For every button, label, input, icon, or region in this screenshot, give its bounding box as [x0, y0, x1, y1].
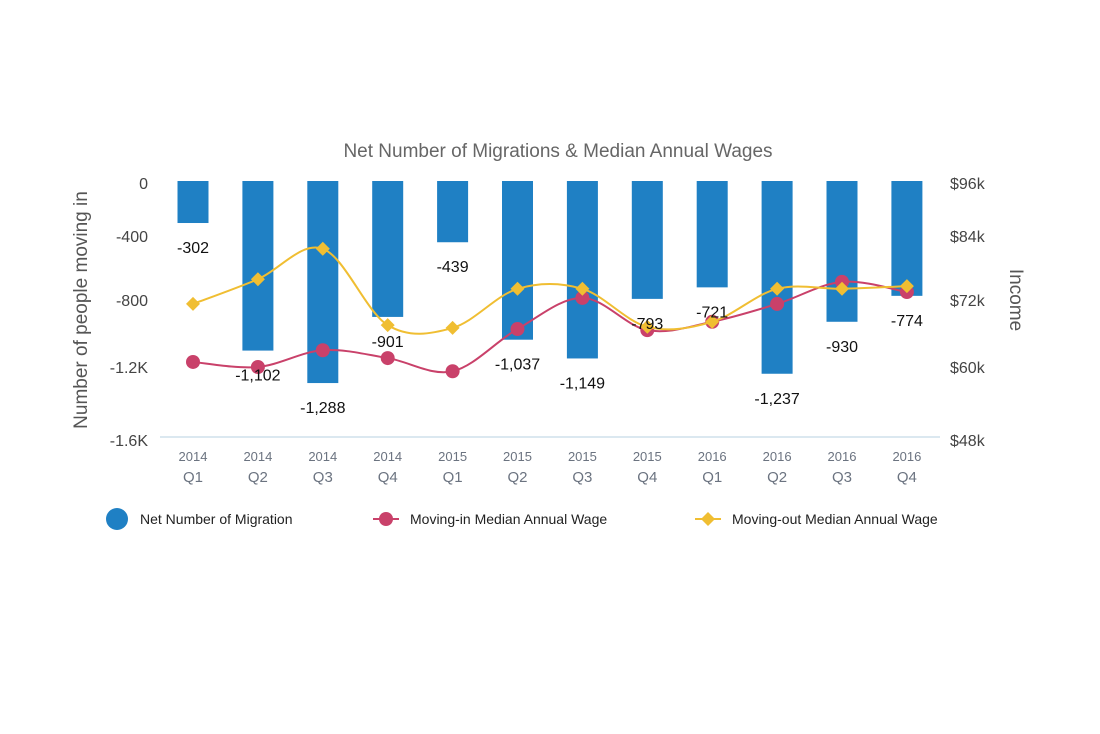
moving-out-line	[192, 246, 907, 335]
moving-in-point[interactable]	[445, 364, 460, 379]
x-tick-quarter: Q2	[767, 469, 787, 486]
x-tick-quarter: Q1	[443, 469, 463, 486]
moving-in-line	[192, 280, 908, 374]
moving-out-point[interactable]	[575, 281, 590, 296]
x-tick-year: 2015	[438, 449, 467, 464]
x-tick-year: 2016	[763, 449, 792, 464]
x-tick-quarter: Q4	[378, 469, 398, 486]
bar[interactable]	[502, 181, 533, 340]
moving-out-point[interactable]	[835, 281, 849, 296]
x-tick-year: 2014	[373, 449, 402, 464]
x-tick-year: 2015	[568, 449, 597, 464]
left-tick-label: 0	[139, 176, 148, 193]
moving-out-point[interactable]	[899, 279, 914, 294]
moving-in-point[interactable]	[380, 351, 395, 366]
bar-data-label: -1,149	[560, 375, 605, 392]
moving-out-point[interactable]	[640, 319, 655, 334]
bar[interactable]	[177, 181, 209, 224]
legend-label: Moving-out Median Annual Wage	[732, 511, 938, 527]
right-tick-label: $96k	[950, 176, 986, 193]
moving-out-point[interactable]	[510, 281, 525, 296]
right-tick-label: $60k	[950, 360, 986, 377]
legend-bar-icon	[106, 508, 128, 530]
legend-label: Net Number of Migration	[140, 511, 293, 527]
bar-data-label: -439	[437, 259, 469, 276]
x-tick-year: 2015	[633, 449, 662, 464]
moving-in-point[interactable]	[770, 296, 785, 311]
legend-item[interactable]: Net Number of Migration	[106, 508, 293, 530]
bar[interactable]	[631, 181, 663, 299]
legend-item[interactable]: Moving-out Median Annual Wage	[695, 511, 938, 527]
bar[interactable]	[891, 181, 923, 296]
right-tick-label: $72k	[950, 293, 986, 310]
moving-out-point[interactable]	[770, 281, 785, 296]
x-tick-year: 2016	[892, 449, 921, 464]
x-tick-year: 2016	[828, 449, 857, 464]
x-tick-quarter: Q3	[313, 469, 333, 486]
x-tick-year: 2016	[698, 449, 727, 464]
moving-in-point[interactable]	[186, 354, 200, 369]
moving-out-point[interactable]	[705, 314, 720, 329]
bar-data-label: -793	[631, 316, 663, 333]
left-axis-title: Number of people moving in	[71, 191, 92, 429]
x-tick-quarter: Q2	[248, 469, 268, 486]
left-tick-label: -1.2K	[110, 360, 149, 377]
x-tick-quarter: Q3	[572, 469, 592, 486]
moving-in-point[interactable]	[510, 322, 525, 337]
bar-data-label: -930	[826, 339, 858, 356]
moving-out-point[interactable]	[250, 272, 265, 287]
bar[interactable]	[761, 181, 793, 374]
bar[interactable]	[372, 181, 404, 317]
moving-out-point[interactable]	[380, 318, 395, 333]
x-tick-year: 2014	[243, 449, 272, 464]
chart-title: Net Number of Migrations & Median Annual…	[343, 141, 772, 162]
left-tick-label: -800	[116, 293, 148, 310]
legend-item[interactable]: Moving-in Median Annual Wage	[373, 511, 607, 527]
moving-in-point[interactable]	[250, 360, 265, 374]
bar-data-label: -1,037	[495, 357, 540, 374]
moving-out-point[interactable]	[445, 320, 460, 335]
right-tick-label: $84k	[950, 229, 986, 246]
moving-in-point[interactable]	[315, 343, 330, 358]
bar-data-label: -774	[891, 313, 923, 330]
x-tick-quarter: Q1	[183, 469, 203, 486]
left-tick-label: -400	[116, 229, 148, 246]
bar[interactable]	[566, 181, 598, 359]
legend-label: Moving-in Median Annual Wage	[410, 511, 607, 527]
x-tick-quarter: Q2	[507, 469, 527, 486]
bar[interactable]	[437, 181, 469, 243]
x-tick-year: 2014	[179, 449, 208, 464]
right-axis-title: Income	[1005, 269, 1026, 331]
x-tick-quarter: Q4	[637, 469, 657, 486]
bar[interactable]	[696, 181, 728, 288]
x-tick-year: 2015	[503, 449, 532, 464]
left-tick-label: -1.6K	[110, 433, 149, 450]
legend-diamond-icon	[701, 512, 715, 526]
moving-in-point[interactable]	[575, 290, 590, 305]
x-tick-quarter: Q1	[702, 469, 722, 486]
right-tick-label: $48k	[950, 433, 986, 450]
legend-circle-icon	[379, 512, 393, 526]
bar-data-label: -302	[177, 240, 209, 257]
bar-data-label: -1,288	[300, 400, 345, 417]
bar-data-label: -1,237	[754, 391, 799, 408]
moving-out-point[interactable]	[315, 241, 330, 256]
bar-data-label: -721	[696, 304, 728, 321]
bar[interactable]	[242, 181, 274, 351]
bar-data-label: -901	[372, 334, 404, 351]
x-tick-year: 2014	[308, 449, 337, 464]
x-tick-quarter: Q4	[897, 469, 917, 486]
moving-out-point[interactable]	[186, 296, 200, 311]
x-tick-quarter: Q3	[832, 469, 852, 486]
bar[interactable]	[826, 181, 858, 322]
bar-data-label: -1,102	[235, 368, 280, 385]
